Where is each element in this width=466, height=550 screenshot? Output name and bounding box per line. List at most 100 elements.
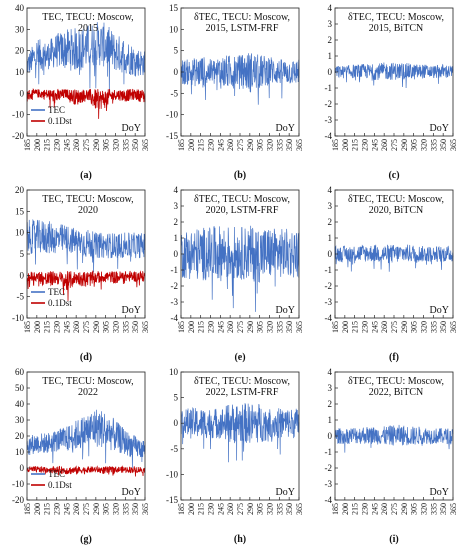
y-tick-label: 0 — [20, 88, 25, 98]
y-tick-label: -15 — [166, 131, 178, 141]
chart-title-line: 2022, BiTCN — [369, 387, 423, 398]
x-tick-label: 350 — [285, 139, 294, 151]
y-tick-label: 0 — [174, 249, 179, 259]
x-tick-label: 230 — [53, 139, 62, 151]
y-tick-label: 0 — [174, 67, 179, 77]
y-tick-label: -20 — [12, 131, 24, 141]
x-tick-label: 230 — [361, 503, 370, 515]
x-tick-label: 260 — [72, 139, 81, 151]
y-tick-label: 60 — [15, 367, 25, 377]
y-tick-label: 50 — [15, 383, 25, 393]
x-tick-label: 230 — [361, 139, 370, 151]
x-tick-label: 260 — [226, 321, 235, 333]
y-tick-label: 10 — [169, 24, 179, 34]
y-tick-label: -20 — [12, 495, 24, 505]
series-line-0-1dst — [26, 465, 146, 477]
x-tick-label: 305 — [410, 321, 419, 333]
y-tick-label: 3 — [328, 19, 333, 29]
x-tick-label: 320 — [266, 321, 275, 333]
x-tick-label: 290 — [400, 139, 409, 151]
x-tick-label: 245 — [62, 139, 71, 151]
x-tick-label: 365 — [141, 139, 150, 151]
y-tick-label: 2 — [174, 217, 179, 227]
x-tick-label: 305 — [410, 503, 419, 515]
chart-title-line: 2022 — [78, 387, 98, 398]
chart-panel-c: -4 -3 -2 -1 0 1 2 3 4 185 200 215 230 245 260 275 290 305… — [325, 3, 459, 181]
y-tick-label: 5 — [174, 46, 179, 56]
x-tick-label: 290 — [92, 321, 101, 333]
x-tick-label: 290 — [246, 503, 255, 515]
y-tick-label: 2 — [328, 35, 333, 45]
x-tick-label: 290 — [92, 503, 101, 515]
chart-panel-b: -15 -10 -5 0 5 10 15 185 200 215 230 245 260 275 290 30… — [166, 3, 304, 181]
chart-panel-f: -4 -3 -2 -1 0 1 2 3 4 185 200 215 230 245 260 275 290 305… — [325, 185, 459, 363]
x-tick-label: 350 — [439, 139, 448, 151]
x-tick-label: 320 — [112, 503, 121, 515]
legend-entry: 0.1Dst — [48, 480, 72, 490]
series-line-tec — [26, 219, 146, 273]
x-tick-label: 275 — [82, 139, 91, 151]
panel-letter: (c) — [388, 170, 399, 181]
y-tick-label: 1 — [174, 233, 179, 243]
x-tick-label: 290 — [246, 321, 255, 333]
x-tick-label: 185 — [331, 321, 340, 333]
y-tick-label: -10 — [12, 313, 24, 323]
x-tick-label: 335 — [429, 503, 438, 515]
y-tick-label: -5 — [17, 292, 25, 302]
x-tick-label: 185 — [331, 139, 340, 151]
x-tick-label: 305 — [102, 503, 111, 515]
x-tick-label: 275 — [82, 321, 91, 333]
x-tick-label: 350 — [131, 321, 140, 333]
y-tick-label: 10 — [15, 67, 25, 77]
chart-title-line: 2015, BiTCN — [369, 23, 423, 34]
y-tick-label: 20 — [15, 185, 25, 195]
chart-title-line: 2022, LSTM-FRF — [206, 387, 279, 398]
legend-entry: 0.1Dst — [48, 116, 72, 126]
x-tick-label: 320 — [112, 139, 121, 151]
chart-title-line: δTEC, TECU: Moscow, — [194, 376, 290, 387]
chart-title-line: 2015, LSTM-FRF — [206, 23, 279, 34]
x-tick-label: 305 — [102, 139, 111, 151]
y-tick-label: 1 — [328, 233, 333, 243]
chart-panel-d: -10 -5 0 5 10 15 20 185 200 215 230 245 260 275 290 305… — [12, 185, 150, 363]
x-tick-label: 365 — [449, 321, 458, 333]
x-tick-label: 365 — [449, 139, 458, 151]
y-tick-label: 0 — [20, 270, 25, 280]
x-tick-label: 200 — [341, 321, 350, 333]
x-tick-label: 335 — [275, 321, 284, 333]
chart-panel-i: -4 -3 -2 -1 0 1 2 3 4 185 200 215 230 245 260 275 290 305… — [325, 367, 459, 545]
y-tick-label: -4 — [325, 131, 333, 141]
y-tick-label: 1 — [328, 51, 333, 61]
x-axis-label: DoY — [430, 123, 449, 134]
x-tick-label: 305 — [256, 503, 265, 515]
x-tick-label: 350 — [439, 321, 448, 333]
x-tick-label: 200 — [341, 503, 350, 515]
x-tick-label: 365 — [295, 503, 304, 515]
x-axis-label: DoY — [122, 487, 141, 498]
x-tick-label: 185 — [23, 139, 32, 151]
legend-entry: TEC — [48, 469, 65, 479]
y-tick-label: 4 — [328, 185, 333, 195]
y-tick-label: 3 — [328, 201, 333, 211]
x-tick-label: 275 — [390, 321, 399, 333]
x-tick-label: 200 — [187, 321, 196, 333]
y-tick-label: -4 — [325, 495, 333, 505]
x-tick-label: 365 — [141, 321, 150, 333]
x-tick-label: 350 — [131, 139, 140, 151]
y-tick-label: 4 — [328, 3, 333, 13]
x-axis-label: DoY — [122, 305, 141, 316]
x-tick-label: 215 — [197, 139, 206, 151]
y-tick-label: 0 — [174, 418, 179, 428]
series-line-0-1dst — [26, 270, 146, 301]
x-tick-label: 320 — [420, 503, 429, 515]
chart-title-line: TEC, TECU: Moscow, — [42, 194, 133, 205]
y-tick-label: 0 — [328, 249, 333, 259]
y-tick-label: 15 — [15, 206, 25, 216]
x-tick-label: 335 — [121, 139, 130, 151]
panel-letter: (d) — [80, 352, 92, 363]
legend-entry: TEC — [48, 287, 65, 297]
series-line-0-1dst — [26, 88, 146, 119]
x-tick-label: 335 — [275, 139, 284, 151]
x-tick-label: 260 — [380, 321, 389, 333]
y-tick-label: -10 — [12, 479, 24, 489]
